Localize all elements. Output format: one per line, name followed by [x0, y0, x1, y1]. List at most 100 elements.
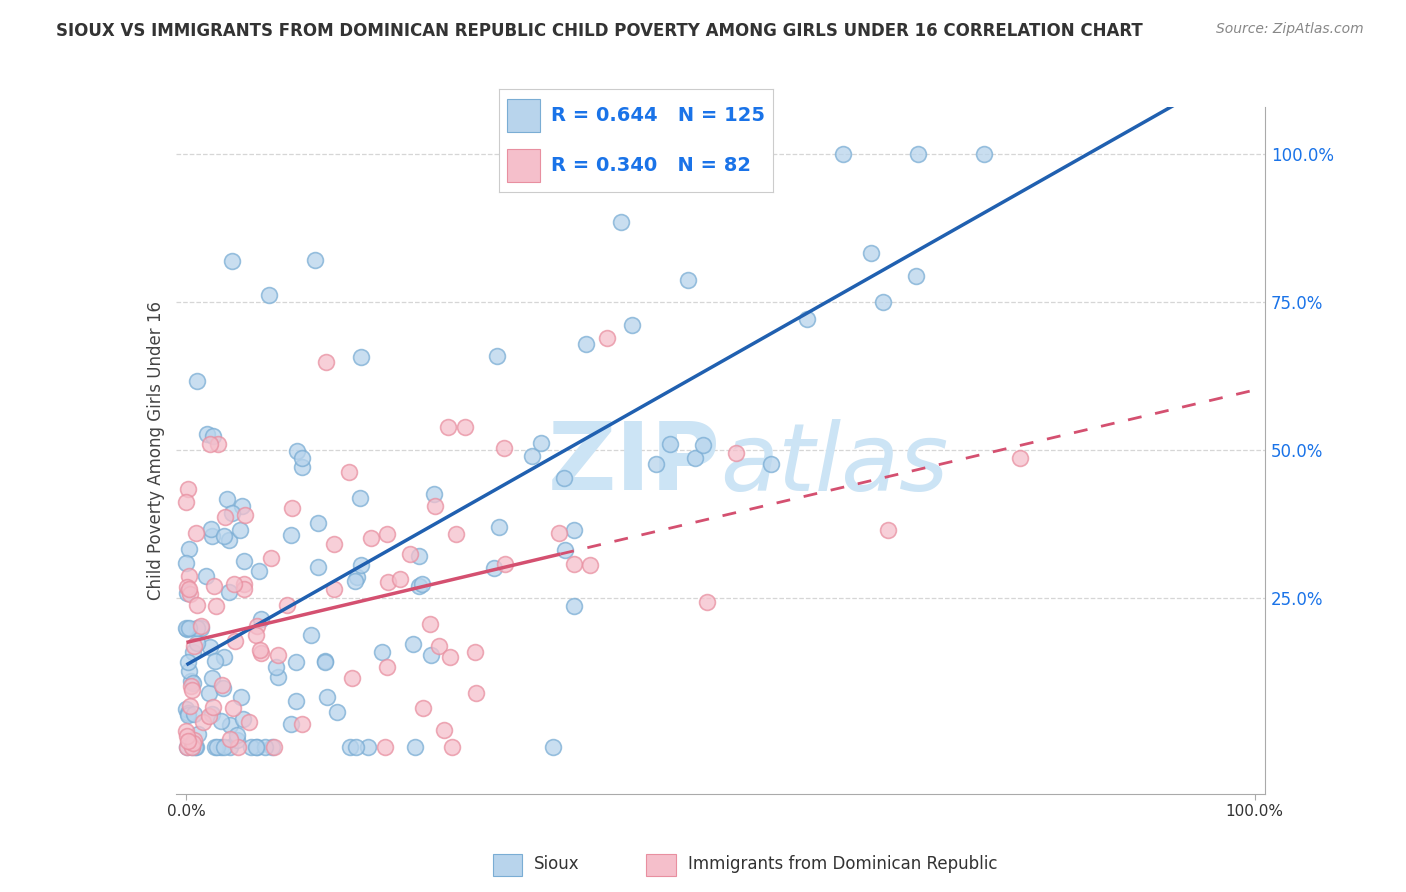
Point [595, 331, 617, 345]
Point [260, 550, 283, 565]
Point [177, 655, 200, 669]
Point [562, 599, 585, 614]
Text: R = 0.340   N = 82: R = 0.340 N = 82 [551, 155, 751, 175]
Point [285, 444, 308, 458]
Point [176, 622, 198, 636]
Point [280, 528, 302, 542]
Point [323, 582, 346, 596]
Point [412, 700, 434, 714]
Point [872, 294, 894, 309]
Point [219, 739, 242, 754]
Point [204, 654, 226, 668]
Point [696, 595, 718, 609]
Point [291, 451, 314, 466]
Point [337, 465, 360, 479]
Point [285, 655, 308, 669]
Point [440, 739, 463, 754]
Point [350, 350, 373, 364]
Point [436, 420, 458, 434]
Point [280, 717, 302, 731]
Point [226, 733, 249, 747]
Point [411, 577, 433, 591]
Point [877, 523, 900, 537]
Point [186, 598, 208, 612]
Point [444, 527, 467, 541]
Point [181, 645, 204, 659]
Point [245, 739, 267, 754]
Point [349, 558, 371, 572]
Point [176, 734, 198, 748]
Point [200, 522, 222, 536]
Point [375, 527, 398, 541]
Point [177, 706, 200, 721]
Point [184, 739, 207, 754]
Point [219, 718, 242, 732]
Point [176, 556, 198, 570]
Point [860, 246, 883, 260]
Point [181, 739, 204, 754]
Point [179, 665, 201, 679]
Bar [508, 149, 540, 181]
Point [543, 739, 565, 754]
Point [259, 288, 281, 302]
Point [554, 542, 576, 557]
Point [232, 576, 254, 591]
Point [465, 686, 488, 700]
Point [195, 569, 218, 583]
Point [186, 374, 208, 388]
Point [180, 682, 202, 697]
Point [186, 636, 208, 650]
Point [204, 739, 226, 754]
Point [176, 729, 198, 743]
Point [315, 355, 337, 369]
Text: Sioux: Sioux [534, 855, 579, 873]
Point [229, 690, 252, 705]
Text: SIOUX VS IMMIGRANTS FROM DOMINICAN REPUBLIC CHILD POVERTY AMONG GIRLS UNDER 16 C: SIOUX VS IMMIGRANTS FROM DOMINICAN REPUB… [56, 22, 1143, 40]
Point [197, 686, 219, 700]
Point [375, 660, 398, 674]
Point [907, 147, 929, 161]
Point [485, 349, 508, 363]
Point [408, 579, 430, 593]
Point [218, 533, 240, 547]
Point [377, 575, 399, 590]
Point [212, 529, 235, 543]
Point [250, 612, 273, 626]
Point [610, 215, 633, 229]
Point [419, 648, 441, 663]
Point [562, 524, 585, 538]
Point [419, 617, 441, 632]
Point [217, 492, 239, 507]
Point [423, 499, 446, 513]
Point [520, 450, 543, 464]
Point [186, 526, 208, 541]
Point [177, 707, 200, 722]
Bar [647, 855, 676, 876]
Point [249, 643, 271, 657]
Point [439, 650, 461, 665]
Point [759, 458, 782, 472]
Point [176, 724, 198, 739]
Point [307, 559, 329, 574]
Point [796, 312, 818, 326]
Point [373, 739, 395, 754]
Point [211, 678, 233, 692]
Point [179, 622, 201, 636]
Point [291, 716, 314, 731]
Point [621, 318, 644, 333]
Point [454, 420, 477, 434]
Point [548, 526, 571, 541]
Point [346, 569, 368, 583]
Point [179, 569, 201, 583]
Point [422, 486, 444, 500]
Point [267, 670, 290, 684]
Point [177, 482, 200, 496]
Point [323, 536, 346, 550]
Point [179, 542, 201, 557]
Point [285, 693, 308, 707]
Point [266, 659, 288, 673]
Point [232, 712, 254, 726]
Point [224, 633, 246, 648]
Point [360, 531, 382, 545]
Point [238, 714, 260, 729]
